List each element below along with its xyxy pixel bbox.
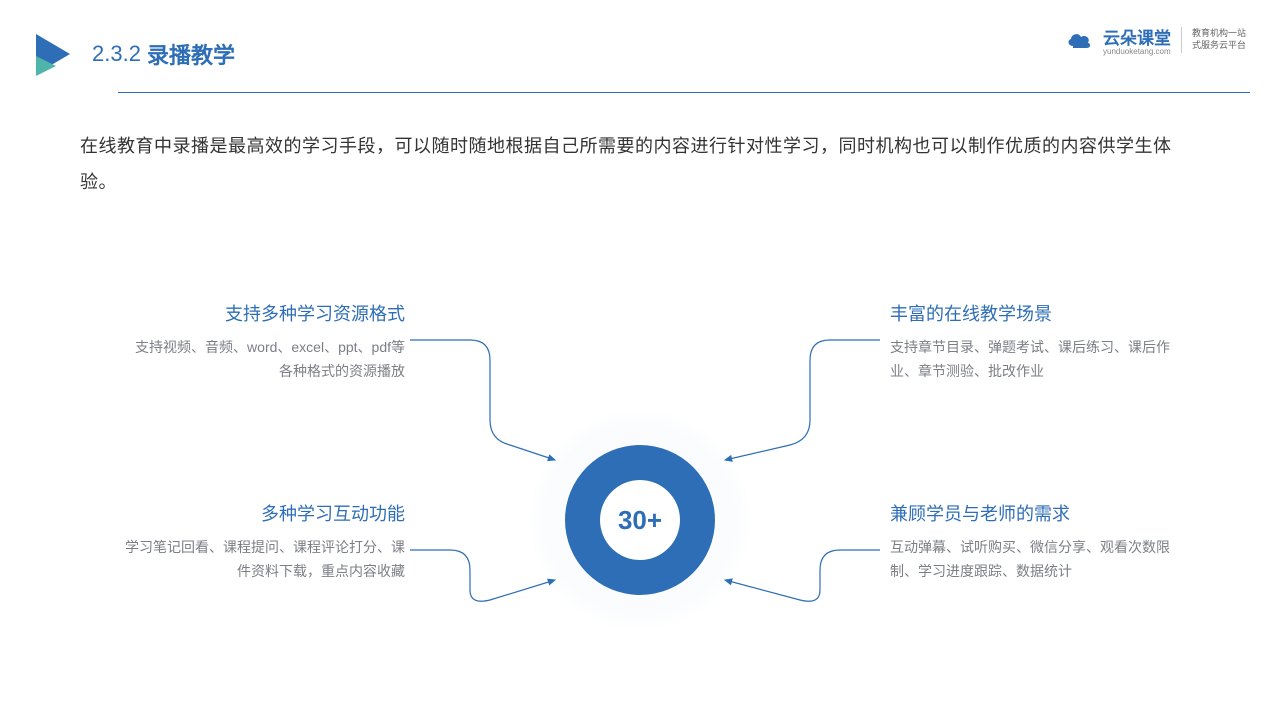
section-title: 录播教学 [147,38,235,70]
callout-desc: 支持章节目录、弹题考试、课后练习、课后作业、章节测验、批改作业 [890,336,1170,384]
play-icon [30,32,74,76]
brand-logo: 云朵课堂 yunduoketang.com 教育机构一站式服务云平台 [1065,24,1248,56]
callout-title: 多种学习互动功能 [125,500,405,526]
center-stat-circle: 30+ [530,410,750,630]
brand-tagline: 教育机构一站式服务云平台 [1192,28,1248,51]
callout-desc: 支持视频、音频、word、excel、ppt、pdf等各种格式的资源播放 [125,336,405,384]
center-value: 30+ [600,480,680,560]
title-underline [118,92,1250,93]
callout-desc: 学习笔记回看、课程提问、课程评论打分、课件资料下载，重点内容收藏 [125,536,405,584]
callout-top-right: 丰富的在线教学场景 支持章节目录、弹题考试、课后练习、课后作业、章节测验、批改作… [890,300,1170,384]
logo-divider [1181,27,1182,53]
intro-paragraph: 在线教育中录播是最高效的学习手段，可以随时随地根据自己所需要的内容进行针对性学习… [80,128,1200,200]
callout-bottom-right: 兼顾学员与老师的需求 互动弹幕、试听购买、微信分享、观看次数限制、学习进度跟踪、… [890,500,1170,584]
callout-bottom-left: 多种学习互动功能 学习笔记回看、课程提问、课程评论打分、课件资料下载，重点内容收… [125,500,405,584]
brand-domain: yunduoketang.com [1103,47,1171,56]
callout-title: 支持多种学习资源格式 [125,300,405,326]
callout-title: 丰富的在线教学场景 [890,300,1170,326]
section-number: 2.3.2 [92,41,141,67]
brand-name: 云朵课堂 [1103,24,1171,49]
callout-top-left: 支持多种学习资源格式 支持视频、音频、word、excel、ppt、pdf等各种… [125,300,405,384]
feature-diagram: 30+ 支持多种学习资源格式 支持视频、音频、word、excel、ppt、pd… [0,260,1280,720]
cloud-icon [1065,30,1093,50]
callout-title: 兼顾学员与老师的需求 [890,500,1170,526]
callout-desc: 互动弹幕、试听购买、微信分享、观看次数限制、学习进度跟踪、数据统计 [890,536,1170,584]
